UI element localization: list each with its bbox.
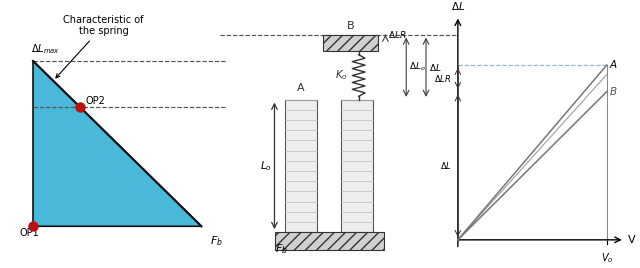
- Bar: [323, 35, 378, 51]
- Text: $F_b$: $F_b$: [275, 242, 288, 256]
- Text: $\Delta LR$: $\Delta LR$: [388, 29, 407, 40]
- Text: A: A: [610, 60, 617, 70]
- Text: $\Delta LR$: $\Delta LR$: [435, 73, 452, 84]
- Bar: [275, 232, 385, 250]
- Text: $\Delta L_o$: $\Delta L_o$: [409, 61, 426, 73]
- Text: A: A: [298, 83, 305, 93]
- Text: $\Delta L$: $\Delta L$: [440, 160, 452, 171]
- Text: $\Delta L$: $\Delta L$: [429, 62, 442, 73]
- Text: OP2: OP2: [85, 96, 105, 106]
- Text: $F_b$: $F_b$: [210, 234, 223, 248]
- Text: B: B: [610, 87, 617, 97]
- Bar: [285, 100, 317, 232]
- Text: Characteristic of
the spring: Characteristic of the spring: [56, 14, 144, 78]
- Polygon shape: [33, 61, 202, 226]
- Text: OP1: OP1: [20, 228, 39, 238]
- Text: $V_o$: $V_o$: [600, 251, 613, 265]
- Bar: [341, 100, 372, 232]
- Text: $K_o$: $K_o$: [335, 69, 348, 82]
- Text: B: B: [347, 21, 355, 31]
- Text: $\Delta L$: $\Delta L$: [451, 0, 465, 12]
- Text: $\Delta L_{max}$: $\Delta L_{max}$: [31, 42, 60, 56]
- Text: $L_o$: $L_o$: [260, 159, 271, 173]
- Text: V: V: [628, 235, 636, 245]
